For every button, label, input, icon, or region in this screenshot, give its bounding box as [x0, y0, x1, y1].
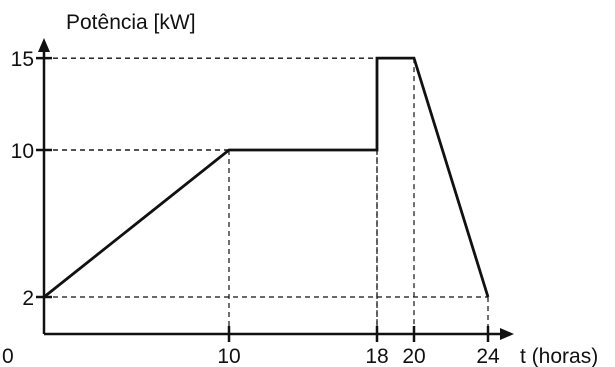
- x-tick-label-24: 24: [476, 345, 500, 367]
- x-axis-title: t (horas): [520, 345, 598, 367]
- x-tick-label-10: 10: [217, 345, 240, 367]
- axes: [38, 38, 514, 340]
- y-tick-label-15: 15: [11, 48, 34, 71]
- series-line-0: [43, 56, 490, 299]
- ticks: 10 18 20 24 2 10 15: [11, 48, 500, 367]
- series: [43, 56, 490, 299]
- y-axis-arrow: [38, 38, 50, 52]
- origin-label: 0: [2, 345, 14, 367]
- x-tick-label-18: 18: [365, 345, 388, 367]
- y-tick-label-10: 10: [11, 140, 34, 163]
- labels: Potência [kW] t (horas) 0: [2, 11, 598, 367]
- guide-lines: [44, 57, 489, 334]
- x-axis-arrow: [500, 328, 514, 340]
- y-tick-label-2: 2: [22, 287, 34, 310]
- y-axis-title: Potência [kW]: [66, 11, 196, 34]
- x-tick-label-20: 20: [402, 345, 425, 367]
